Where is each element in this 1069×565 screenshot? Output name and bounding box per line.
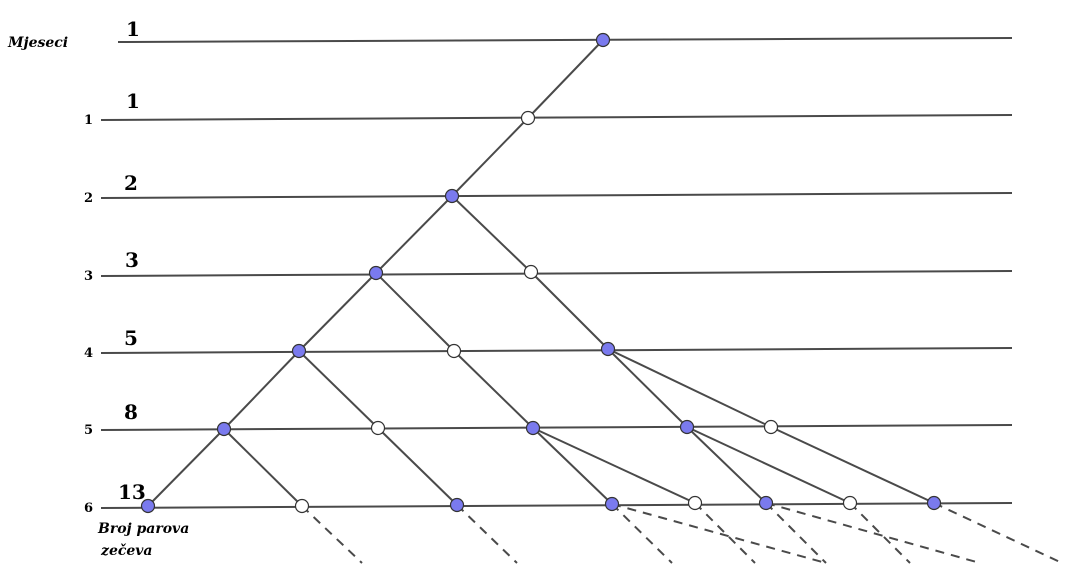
tree-edge: [298, 350, 379, 429]
month-numbers: 1 2 3 4 5 6: [84, 113, 93, 516]
tree-edge: [451, 195, 532, 273]
young-pair-node: [523, 264, 539, 280]
tree-edge: [607, 348, 772, 428]
month-line-6: [100, 502, 1013, 509]
adult-pair-node: [444, 188, 460, 204]
pair-count: 5: [124, 326, 138, 350]
adult-pair-node: [926, 495, 942, 511]
pair-count: 1: [126, 89, 140, 113]
month-number: 4: [84, 346, 93, 361]
tree-edge: [223, 428, 303, 507]
continuation-edge: [301, 505, 363, 564]
young-pair-node: [687, 495, 703, 511]
adult-pair-node: [216, 421, 232, 437]
month-number: 3: [84, 269, 93, 284]
tree-edge: [298, 272, 377, 352]
continuation-edge: [611, 503, 827, 564]
month-number: 6: [84, 501, 93, 516]
tree-edge: [532, 427, 696, 504]
adult-pair-node: [679, 419, 695, 435]
continuation-edge: [849, 502, 911, 564]
month-line-0: [117, 37, 1013, 43]
adult-pair-node: [368, 265, 384, 281]
adult-pair-node: [758, 495, 774, 511]
month-number: 2: [84, 191, 93, 206]
continuation-edge: [694, 502, 756, 564]
tree-edge: [532, 427, 613, 505]
young-pair-node: [370, 420, 386, 436]
continuation-edge: [765, 502, 827, 564]
adult-pair-node: [595, 32, 611, 48]
pair-count: 2: [124, 171, 138, 195]
month-line-2: [100, 192, 1013, 199]
tree-edge: [147, 428, 225, 507]
adult-pair-node: [140, 498, 156, 514]
young-pair-node: [294, 498, 310, 514]
pairs-label-line2: zečeva: [100, 543, 153, 559]
tree-edge: [686, 426, 851, 504]
adult-pair-node: [291, 343, 307, 359]
tree-edge: [375, 195, 453, 274]
month-number: 5: [84, 423, 93, 438]
young-pair-node: [446, 343, 462, 359]
pair-count: 8: [124, 400, 138, 424]
month-line-5: [100, 424, 1013, 431]
months-header: Mjeseci: [7, 35, 68, 51]
tree-edge: [527, 39, 604, 119]
continuation-edge: [765, 502, 981, 564]
tree-edges: [147, 39, 935, 507]
month-line-1: [100, 114, 1013, 121]
pair-count: 3: [125, 248, 139, 272]
adult-pair-node: [600, 341, 616, 357]
tree-edge: [453, 350, 534, 429]
month-number: 1: [84, 113, 93, 128]
pair-count: 1: [126, 17, 140, 41]
young-pair-node: [763, 419, 779, 435]
pair-counts: 1 1 2 3 5 8 13: [118, 17, 146, 504]
adult-pair-node: [449, 497, 465, 513]
tree-edge: [451, 117, 529, 197]
young-pair-node: [842, 495, 858, 511]
young-pair-node: [520, 110, 536, 126]
pair-count: 13: [118, 480, 146, 504]
month-line-3: [100, 270, 1013, 277]
tree-edge: [607, 348, 688, 428]
tree-edge: [223, 350, 300, 430]
pairs-label-line1: Broj parova: [97, 521, 189, 537]
tree-nodes: [140, 32, 942, 514]
tree-edge: [686, 426, 767, 504]
continuation-edge: [456, 504, 518, 564]
continuation-edge: [933, 502, 1063, 564]
month-lines: [100, 37, 1013, 509]
continuation-edge: [611, 503, 673, 564]
adult-pair-node: [604, 496, 620, 512]
tree-edge: [375, 272, 455, 352]
tree-edge: [770, 426, 935, 504]
continuation-edges: [301, 502, 1063, 564]
tree-edge: [377, 427, 458, 506]
month-line-4: [100, 347, 1013, 354]
adult-pair-node: [525, 420, 541, 436]
tree-edge: [530, 271, 609, 350]
